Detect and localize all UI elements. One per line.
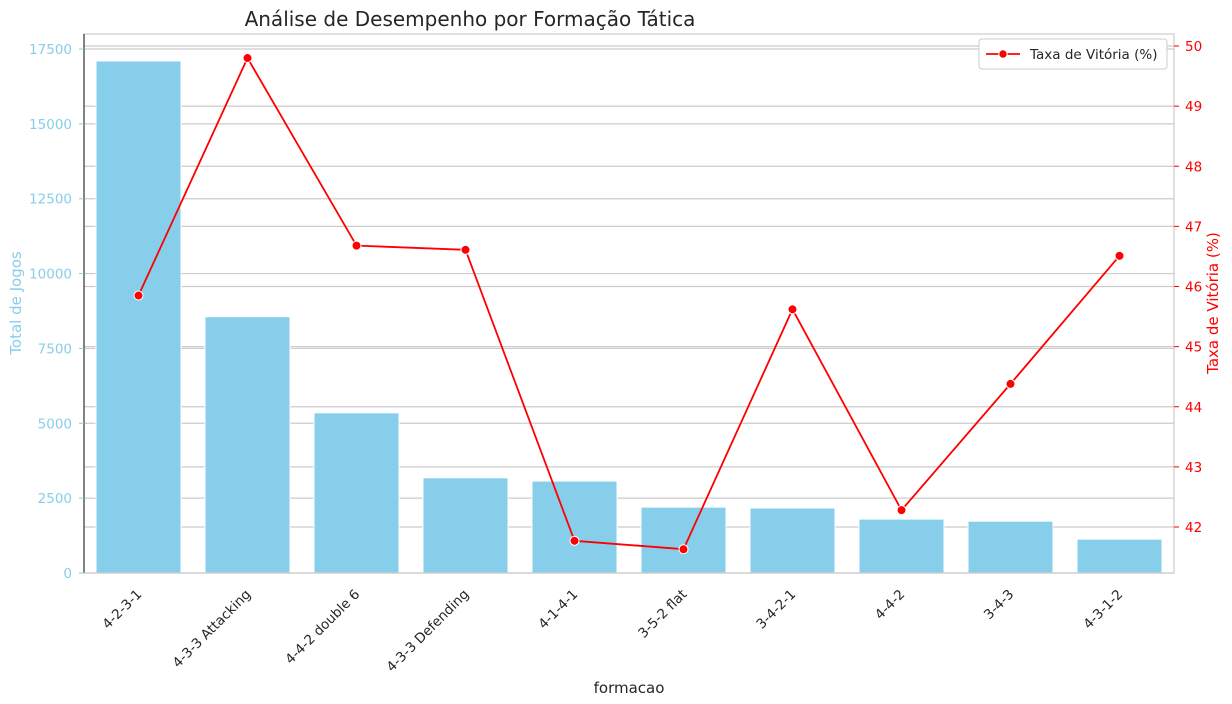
bar — [204, 316, 291, 574]
win-rate-point — [351, 240, 362, 251]
win-rate-point — [1005, 378, 1016, 389]
win-rate-point — [678, 544, 689, 555]
right-tick-label: 49 — [1185, 99, 1202, 115]
bar — [95, 60, 182, 574]
chart-title: Análise de Desempenho por Formação Tátic… — [245, 7, 696, 31]
win-rate-point — [787, 304, 798, 315]
x-tick-label: 4-4-2 — [872, 587, 908, 623]
bar-series — [95, 60, 1163, 574]
win-rate-point — [569, 535, 580, 546]
left-tick-label: 0 — [63, 566, 72, 582]
x-tick-label: 4-3-1-2 — [1080, 587, 1126, 633]
left-tick-label: 5000 — [38, 416, 72, 432]
right-tick-label: 44 — [1185, 400, 1202, 416]
x-tick-label: 4-3-3 Attacking — [170, 587, 255, 672]
right-tick-label: 43 — [1185, 460, 1202, 476]
right-tick-label: 45 — [1185, 340, 1202, 356]
right-tick-label: 46 — [1185, 280, 1202, 296]
left-axis-title: Total de Jogos — [7, 251, 25, 356]
x-tick-label: 4-2-3-1 — [99, 587, 145, 633]
legend: Taxa de Vitória (%) — [978, 38, 1168, 70]
bar — [967, 520, 1054, 574]
bar — [313, 412, 400, 574]
left-tick-label: 17500 — [29, 42, 72, 58]
right-tick-label: 50 — [1185, 39, 1202, 55]
win-rate-line — [137, 57, 1121, 551]
win-rate-point — [242, 53, 253, 64]
left-tick-label: 10000 — [29, 267, 72, 283]
line-series — [133, 53, 1125, 555]
x-axis-ticks: 4-2-3-1 4-3-3 Attacking 4-4-2 double 6 4-3-… — [99, 587, 1126, 676]
left-tick-label: 2500 — [38, 491, 72, 507]
x-tick-label: 4-4-2 double 6 — [282, 587, 363, 668]
bar — [858, 518, 945, 574]
left-tick-label: 12500 — [29, 192, 72, 208]
bar — [1076, 538, 1163, 574]
bar — [531, 480, 618, 574]
win-rate-point — [896, 505, 907, 516]
right-axis-ticks: 42 43 44 45 46 47 48 49 50 — [1174, 39, 1202, 536]
x-tick-label: 4-1-4-1 — [535, 587, 581, 633]
x-tick-label: 4-3-3 Defending — [384, 587, 473, 676]
legend-marker-swatch — [998, 49, 1008, 59]
bar — [640, 506, 727, 574]
x-tick-label: 3-4-2-1 — [753, 587, 799, 633]
left-axis-ticks: 0 2500 5000 7500 10000 12500 15000 17500 — [29, 42, 84, 582]
right-tick-label: 48 — [1185, 159, 1202, 175]
legend-label: Taxa de Vitória (%) — [1029, 47, 1157, 63]
left-tick-label: 7500 — [38, 341, 72, 357]
legend-box — [978, 38, 1168, 70]
right-axis-title: Taxa de Vitória (%) — [1204, 232, 1222, 375]
win-rate-point — [1114, 250, 1125, 261]
x-tick-label: 3-4-3 — [981, 587, 1017, 623]
right-tick-label: 47 — [1185, 219, 1202, 235]
bar — [422, 477, 509, 574]
x-axis-title: formacao — [594, 679, 665, 697]
x-tick-label: 3-5-2 flat — [635, 587, 690, 642]
left-tick-label: 15000 — [29, 117, 72, 133]
win-rate-point — [133, 290, 144, 301]
win-rate-point — [460, 244, 471, 255]
bar — [749, 507, 836, 574]
right-tick-label: 42 — [1185, 520, 1202, 536]
